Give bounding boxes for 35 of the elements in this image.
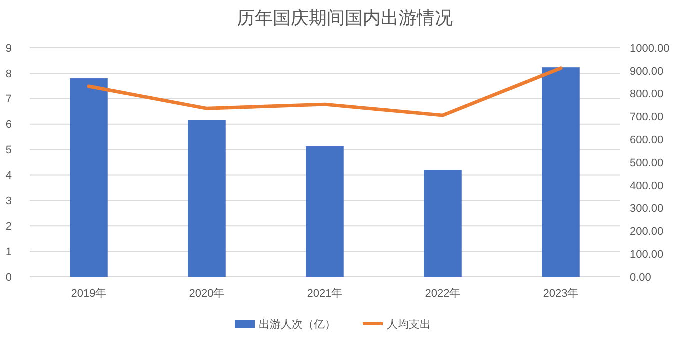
bar: [542, 68, 580, 277]
x-tick-label: 2021年: [307, 288, 343, 300]
y-tick-label: 5: [6, 144, 12, 157]
legend-label: 人均支出: [387, 318, 431, 331]
y-tick-label: 0: [6, 272, 12, 284]
y2-tick-label: 400.00: [630, 180, 664, 192]
y-tick-label: 9: [6, 42, 12, 55]
y2-tick-label: 300.00: [630, 203, 664, 216]
y2-tick-label: 200.00: [630, 226, 664, 238]
legend-label: 出游人次（亿）: [259, 318, 336, 331]
y2-tick-label: 1000.00: [630, 42, 670, 55]
y2-tick-label: 600.00: [630, 134, 664, 146]
y-tick-label: 3: [6, 196, 12, 208]
line-series: [87, 66, 563, 118]
chart-title: 历年国庆期间国内出游情况: [237, 8, 453, 28]
y-tick-label: 8: [6, 68, 12, 80]
y-tick-label: 4: [6, 170, 12, 182]
y-tick-label: 7: [6, 94, 12, 106]
y-tick-label: 2: [6, 220, 12, 233]
y2-tick-label: 700.00: [630, 112, 664, 124]
x-tick-label: 2022年: [425, 288, 461, 300]
x-tick-label: 2019年: [71, 288, 107, 300]
bar: [70, 78, 108, 277]
y2-tick-label: 500.00: [630, 157, 664, 170]
bar: [306, 146, 344, 277]
y2-tick-label: 800.00: [630, 88, 664, 101]
y2-tick-label: 100.00: [630, 248, 664, 261]
bar: [424, 170, 462, 277]
bar: [188, 120, 226, 277]
y2-tick-label: 0.00: [630, 272, 652, 284]
x-tick-label: 2023年: [543, 288, 579, 300]
y2-tick-label: 900.00: [630, 66, 664, 78]
x-tick-label: 2020年: [189, 288, 225, 300]
y-tick-label: 1: [6, 246, 12, 258]
y-tick-label: 6: [6, 119, 12, 132]
